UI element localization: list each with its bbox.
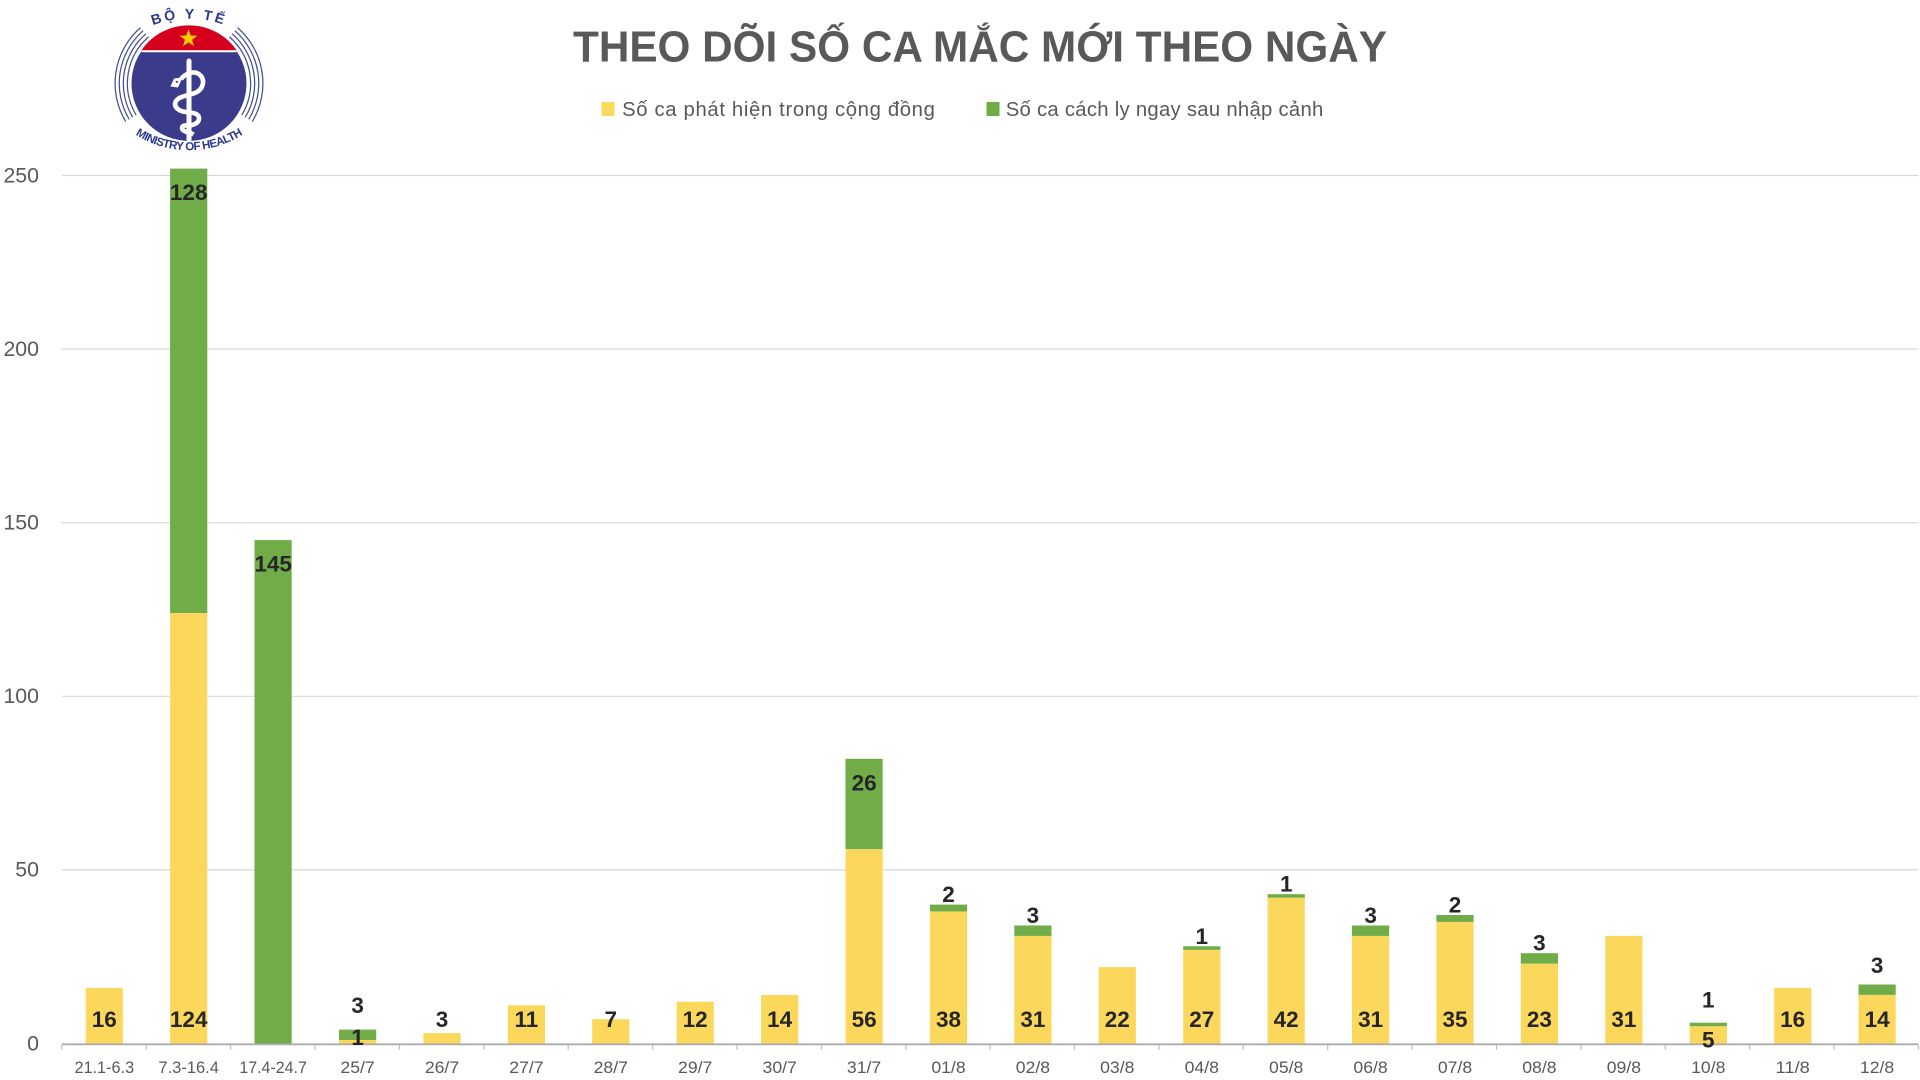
svg-text:31: 31 xyxy=(1358,1007,1383,1032)
svg-text:16: 16 xyxy=(1780,1007,1805,1032)
svg-text:17.4-24.7: 17.4-24.7 xyxy=(239,1059,307,1077)
svg-text:3: 3 xyxy=(1533,931,1546,956)
svg-text:02/8: 02/8 xyxy=(1016,1059,1050,1077)
svg-text:26/7: 26/7 xyxy=(425,1059,459,1077)
svg-text:07/8: 07/8 xyxy=(1438,1059,1472,1077)
svg-text:38: 38 xyxy=(936,1007,961,1032)
svg-text:42: 42 xyxy=(1274,1007,1299,1032)
svg-text:50: 50 xyxy=(15,858,39,882)
svg-text:27: 27 xyxy=(1189,1007,1214,1032)
svg-text:1: 1 xyxy=(351,1025,364,1050)
svg-text:5: 5 xyxy=(1702,1028,1715,1053)
svg-text:100: 100 xyxy=(3,684,39,708)
svg-text:200: 200 xyxy=(3,337,39,361)
svg-text:THEO DÕI SỐ CA MẮC MỚI THEO NG: THEO DÕI SỐ CA MẮC MỚI THEO NGÀY xyxy=(573,21,1387,72)
svg-text:05/8: 05/8 xyxy=(1269,1059,1303,1077)
svg-text:29/7: 29/7 xyxy=(678,1059,712,1077)
svg-text:21.1-6.3: 21.1-6.3 xyxy=(74,1059,134,1077)
svg-text:11: 11 xyxy=(515,1007,539,1032)
svg-text:14: 14 xyxy=(767,1007,793,1032)
svg-text:08/8: 08/8 xyxy=(1522,1059,1556,1077)
svg-text:10/8: 10/8 xyxy=(1691,1059,1725,1077)
svg-text:14: 14 xyxy=(1865,1007,1891,1032)
svg-text:250: 250 xyxy=(3,163,39,187)
svg-text:12/8: 12/8 xyxy=(1860,1059,1894,1077)
svg-text:3: 3 xyxy=(1871,953,1884,978)
svg-text:7.3-16.4: 7.3-16.4 xyxy=(158,1059,219,1077)
svg-text:12: 12 xyxy=(683,1007,708,1032)
svg-text:BỘ Y TẾ: BỘ Y TẾ xyxy=(149,5,229,29)
svg-text:150: 150 xyxy=(3,511,39,535)
svg-text:3: 3 xyxy=(1364,903,1377,928)
svg-text:04/8: 04/8 xyxy=(1185,1059,1219,1077)
svg-text:145: 145 xyxy=(254,552,292,577)
svg-text:22: 22 xyxy=(1105,1007,1130,1032)
svg-text:1: 1 xyxy=(1196,924,1209,949)
svg-text:3: 3 xyxy=(1027,903,1040,928)
svg-text:35: 35 xyxy=(1442,1007,1467,1032)
svg-text:06/8: 06/8 xyxy=(1353,1059,1387,1077)
svg-text:7: 7 xyxy=(605,1007,618,1032)
svg-text:128: 128 xyxy=(170,180,208,205)
svg-text:27/7: 27/7 xyxy=(509,1059,543,1077)
svg-text:09/8: 09/8 xyxy=(1607,1059,1641,1077)
svg-text:56: 56 xyxy=(852,1007,877,1032)
svg-text:1: 1 xyxy=(1280,872,1293,897)
svg-text:26: 26 xyxy=(852,770,877,795)
svg-text:31/7: 31/7 xyxy=(847,1059,881,1077)
svg-text:3: 3 xyxy=(351,993,364,1018)
svg-text:25/7: 25/7 xyxy=(340,1059,374,1077)
svg-text:23: 23 xyxy=(1527,1007,1552,1032)
svg-text:124: 124 xyxy=(170,1007,208,1032)
svg-text:31: 31 xyxy=(1611,1007,1636,1032)
svg-text:11/8: 11/8 xyxy=(1776,1059,1810,1077)
svg-text:01/8: 01/8 xyxy=(931,1059,965,1077)
svg-text:1: 1 xyxy=(1702,987,1715,1012)
svg-text:2: 2 xyxy=(1449,893,1462,918)
svg-text:30/7: 30/7 xyxy=(763,1059,797,1077)
svg-text:31: 31 xyxy=(1020,1007,1045,1032)
svg-text:28/7: 28/7 xyxy=(594,1059,628,1077)
svg-text:3: 3 xyxy=(436,1007,449,1032)
svg-text:Số ca phát hiện trong cộng đồn: Số ca phát hiện trong cộng đồng xyxy=(622,99,935,121)
svg-text:0: 0 xyxy=(27,1031,39,1055)
svg-text:Số ca cách ly ngay sau nhập cả: Số ca cách ly ngay sau nhập cảnh xyxy=(1006,99,1324,121)
svg-text:03/8: 03/8 xyxy=(1100,1059,1134,1077)
svg-text:2: 2 xyxy=(942,882,955,907)
svg-text:16: 16 xyxy=(92,1007,117,1032)
